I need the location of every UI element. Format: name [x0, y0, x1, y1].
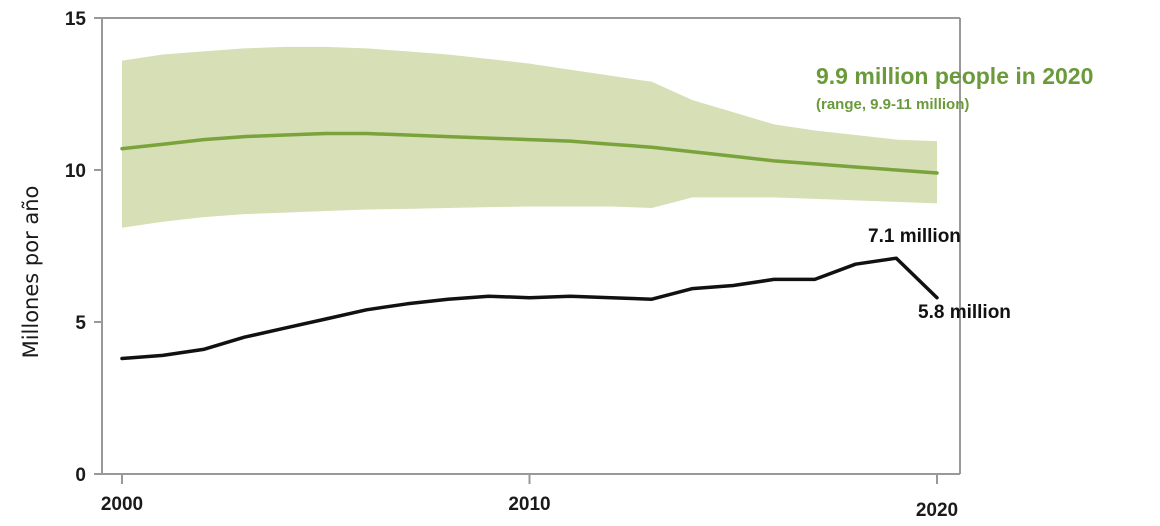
- x-tick-label: 2020: [916, 500, 958, 521]
- y-tick-label: 5: [75, 313, 86, 334]
- reported-2020-annotation: 5.8 million: [918, 302, 1011, 323]
- series-lines: [120, 131, 939, 361]
- y-tick-label: 0: [75, 465, 86, 486]
- reported-peak-annotation: 7.1 million: [868, 226, 961, 247]
- ticks: 0 5 10 15 2000 2010 2020: [65, 9, 958, 521]
- x-tick-label: 2010: [508, 494, 550, 515]
- y-axis-title: Millones por año: [19, 186, 43, 359]
- uncertainty-band: [122, 46, 937, 228]
- reported-series-line: [120, 256, 939, 361]
- y-tick-label: 15: [65, 9, 87, 30]
- x-tick-label: 2000: [101, 494, 143, 515]
- y-tick-label: 10: [65, 161, 86, 182]
- estimate-range-annotation: (range, 9.9-11 million): [816, 96, 969, 113]
- axes: [101, 17, 961, 475]
- uncertainty-band-layer: [122, 46, 937, 228]
- estimate-series-line: [120, 131, 939, 175]
- estimate-annotation: 9.9 million people in 2020: [816, 63, 1093, 89]
